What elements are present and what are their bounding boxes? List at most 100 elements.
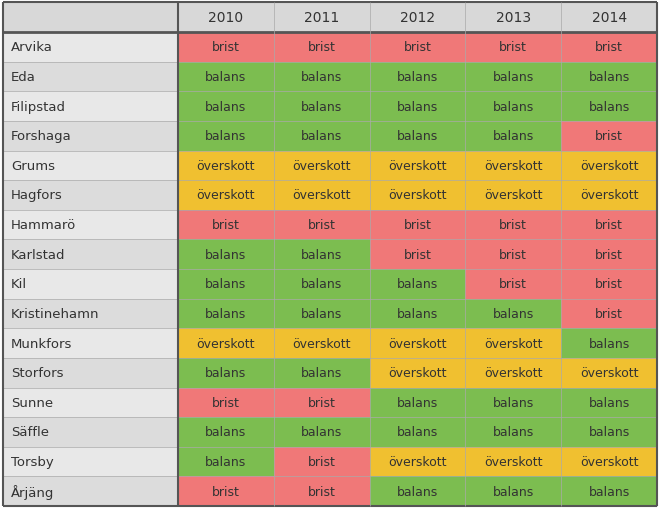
Bar	[3, 151, 178, 181]
Text: balans: balans	[205, 130, 247, 143]
Text: brist: brist	[308, 219, 336, 232]
Bar	[178, 358, 274, 388]
Bar	[370, 269, 465, 299]
Bar	[274, 92, 370, 122]
Text: balans: balans	[492, 307, 534, 320]
Bar	[465, 210, 561, 240]
Bar	[370, 151, 465, 181]
Bar	[274, 210, 370, 240]
Bar	[274, 329, 370, 358]
Bar	[561, 210, 657, 240]
Text: balans: balans	[205, 71, 247, 84]
Text: balans: balans	[301, 366, 343, 379]
Text: balans: balans	[301, 248, 343, 261]
Bar	[561, 240, 657, 269]
Text: överskott: överskott	[388, 337, 447, 350]
Text: Storfors: Storfors	[11, 366, 63, 379]
Bar	[178, 329, 274, 358]
Text: Eda: Eda	[11, 71, 36, 84]
Bar	[561, 3, 657, 33]
Text: överskott: överskott	[484, 159, 543, 173]
Bar	[561, 299, 657, 329]
Bar	[3, 329, 178, 358]
Text: brist: brist	[500, 248, 527, 261]
Bar	[3, 33, 178, 63]
Bar	[561, 388, 657, 417]
Text: överskott: överskott	[292, 189, 351, 202]
Text: brist: brist	[595, 130, 623, 143]
Text: balans: balans	[492, 71, 534, 84]
Text: överskott: överskott	[580, 189, 638, 202]
Bar	[178, 476, 274, 506]
Bar	[561, 181, 657, 210]
Text: överskott: överskott	[580, 455, 638, 468]
Bar	[561, 63, 657, 92]
Bar	[465, 299, 561, 329]
Bar	[465, 63, 561, 92]
Text: Kristinehamn: Kristinehamn	[11, 307, 100, 320]
Text: brist: brist	[595, 41, 623, 54]
Bar	[3, 388, 178, 417]
Text: brist: brist	[500, 278, 527, 291]
Text: balans: balans	[301, 278, 343, 291]
Bar	[370, 388, 465, 417]
Text: balans: balans	[589, 100, 630, 114]
Text: överskott: överskott	[580, 159, 638, 173]
Bar	[274, 476, 370, 506]
Bar	[274, 240, 370, 269]
Text: Arvika: Arvika	[11, 41, 53, 54]
Text: balans: balans	[492, 426, 534, 439]
Bar	[274, 181, 370, 210]
Text: brist: brist	[308, 455, 336, 468]
Bar	[561, 329, 657, 358]
Bar	[3, 417, 178, 447]
Bar	[178, 417, 274, 447]
Bar	[274, 122, 370, 151]
Bar	[465, 240, 561, 269]
Bar	[370, 329, 465, 358]
Text: 2014: 2014	[591, 11, 626, 25]
Text: balans: balans	[492, 130, 534, 143]
Text: brist: brist	[212, 396, 240, 409]
Text: brist: brist	[403, 219, 432, 232]
Bar	[3, 476, 178, 506]
Text: brist: brist	[500, 219, 527, 232]
Text: Karlstad: Karlstad	[11, 248, 65, 261]
Bar	[370, 63, 465, 92]
Text: överskott: överskott	[388, 455, 447, 468]
Bar	[3, 240, 178, 269]
Bar	[178, 122, 274, 151]
Bar	[178, 63, 274, 92]
Text: balans: balans	[397, 278, 438, 291]
Bar	[178, 240, 274, 269]
Bar	[274, 269, 370, 299]
Bar	[465, 33, 561, 63]
Text: 2012: 2012	[400, 11, 435, 25]
Text: balans: balans	[492, 485, 534, 498]
Text: Hammarö: Hammarö	[11, 219, 77, 232]
Text: balans: balans	[397, 71, 438, 84]
Bar	[178, 33, 274, 63]
Bar	[370, 476, 465, 506]
Text: överskott: överskott	[197, 159, 255, 173]
Bar	[561, 122, 657, 151]
Text: balans: balans	[397, 307, 438, 320]
Bar	[370, 3, 465, 33]
Text: brist: brist	[595, 219, 623, 232]
Bar	[178, 181, 274, 210]
Text: brist: brist	[212, 485, 240, 498]
Text: brist: brist	[212, 219, 240, 232]
Bar	[370, 358, 465, 388]
Text: Sunne: Sunne	[11, 396, 53, 409]
Bar	[3, 92, 178, 122]
Bar	[3, 358, 178, 388]
Text: balans: balans	[397, 426, 438, 439]
Text: balans: balans	[397, 130, 438, 143]
Bar	[370, 92, 465, 122]
Bar	[274, 299, 370, 329]
Text: balans: balans	[397, 100, 438, 114]
Text: balans: balans	[205, 100, 247, 114]
Text: 2010: 2010	[209, 11, 244, 25]
Text: balans: balans	[301, 71, 343, 84]
Bar	[465, 181, 561, 210]
